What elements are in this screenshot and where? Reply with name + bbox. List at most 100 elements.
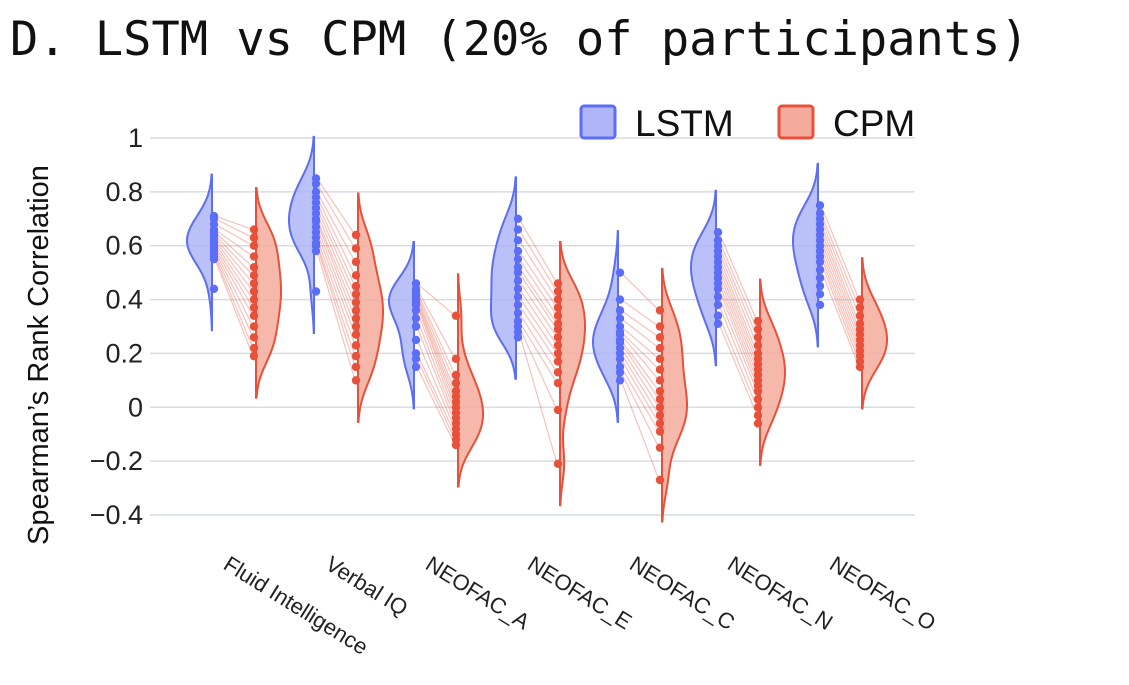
lstm-point xyxy=(615,376,625,385)
cpm-point xyxy=(553,368,563,377)
pair-line xyxy=(718,288,758,386)
pair-line xyxy=(718,267,758,365)
cpm-point xyxy=(249,351,259,361)
pair-line xyxy=(718,261,758,360)
pair-line xyxy=(316,242,356,357)
cpm-point xyxy=(655,306,665,315)
cpm-point xyxy=(553,303,563,312)
lstm-point xyxy=(615,295,625,304)
pair-line xyxy=(416,326,456,424)
paired-lines xyxy=(214,178,860,481)
cpm-point xyxy=(655,343,665,353)
pair-line xyxy=(620,339,660,392)
lstm-point xyxy=(411,362,421,372)
pair-line xyxy=(620,331,660,371)
cpm-point xyxy=(753,395,763,404)
pair-line xyxy=(820,250,860,351)
pair-line xyxy=(518,250,558,308)
lstm-point xyxy=(513,214,523,223)
pair-line xyxy=(416,302,456,403)
lstm-point xyxy=(615,354,625,364)
cpm-point xyxy=(351,257,361,267)
cpm-point xyxy=(655,365,665,374)
cpm-violin xyxy=(759,278,787,466)
legend-lstm-swatch[interactable] xyxy=(579,104,617,140)
cpm-point xyxy=(249,343,259,353)
legend[interactable]: LSTM CPM xyxy=(579,103,915,144)
pair-line xyxy=(316,191,356,263)
lstm-violin xyxy=(791,162,819,348)
lstm-point xyxy=(615,268,625,277)
cpm-point xyxy=(351,244,361,253)
pair-line xyxy=(718,296,758,392)
pair-line xyxy=(316,232,356,335)
pair-line xyxy=(620,317,660,349)
lstm-violin xyxy=(489,176,517,380)
pair-line xyxy=(214,245,254,308)
cpm-point xyxy=(753,386,763,396)
pair-line xyxy=(316,213,356,303)
pair-line xyxy=(416,296,456,392)
lstm-point xyxy=(513,284,523,293)
pair-line xyxy=(620,326,660,360)
lstm-point xyxy=(513,268,523,277)
cpm-point xyxy=(249,252,259,261)
pair-line xyxy=(518,304,558,362)
pair-line xyxy=(316,226,356,327)
cpm-point xyxy=(553,459,563,469)
lstm-point xyxy=(713,319,723,329)
pair-line xyxy=(718,315,758,408)
pair-line xyxy=(718,256,758,354)
legend-lstm-label[interactable]: LSTM xyxy=(635,103,734,144)
lstm-point xyxy=(311,287,321,296)
cpm-point xyxy=(655,403,665,412)
legend-cpm-label[interactable]: CPM xyxy=(833,103,915,144)
category-label: NEOFAC_E xyxy=(523,551,636,634)
pair-line xyxy=(620,272,660,311)
cpm-point xyxy=(655,427,665,436)
data-points xyxy=(209,174,865,485)
cpm-point xyxy=(351,351,361,361)
legend-cpm-swatch[interactable] xyxy=(777,104,815,140)
pair-line xyxy=(416,293,456,384)
cpm-point xyxy=(655,386,665,396)
pair-line xyxy=(316,178,356,236)
cpm-point xyxy=(855,295,865,304)
pair-line xyxy=(214,234,254,276)
y-tick-label: 0.6 xyxy=(105,231,143,261)
lstm-point xyxy=(411,354,421,364)
lstm-violin xyxy=(185,173,213,332)
lstm-point xyxy=(713,300,723,310)
pair-line xyxy=(214,258,254,357)
y-tick-label: 0.8 xyxy=(105,177,143,207)
y-axis-title: Spearman’s Rank Correlation xyxy=(23,165,55,545)
cpm-point xyxy=(553,311,563,320)
pair-line xyxy=(416,291,456,376)
lstm-point xyxy=(411,322,421,331)
cpm-violin xyxy=(357,192,385,423)
pair-line xyxy=(214,250,254,327)
y-tick-label: 1 xyxy=(128,123,143,153)
cpm-point xyxy=(351,281,361,291)
cpm-point xyxy=(249,279,259,288)
lstm-violin xyxy=(591,230,619,423)
cpm-violin xyxy=(661,267,689,523)
pair-line xyxy=(820,205,860,300)
pair-line xyxy=(416,358,456,440)
pair-line xyxy=(316,183,356,249)
pair-line xyxy=(416,339,456,430)
cpm-point xyxy=(655,411,665,420)
pair-line xyxy=(316,237,356,346)
pair-line xyxy=(620,353,660,416)
cpm-point xyxy=(451,311,461,320)
lstm-point xyxy=(513,225,523,234)
cpm-point xyxy=(855,303,865,312)
lstm-point xyxy=(311,246,321,256)
lstm-point xyxy=(513,246,523,256)
lstm-point xyxy=(815,201,825,210)
cpm-point xyxy=(855,362,865,372)
cpm-point xyxy=(553,287,563,296)
lstm-point xyxy=(713,228,723,237)
